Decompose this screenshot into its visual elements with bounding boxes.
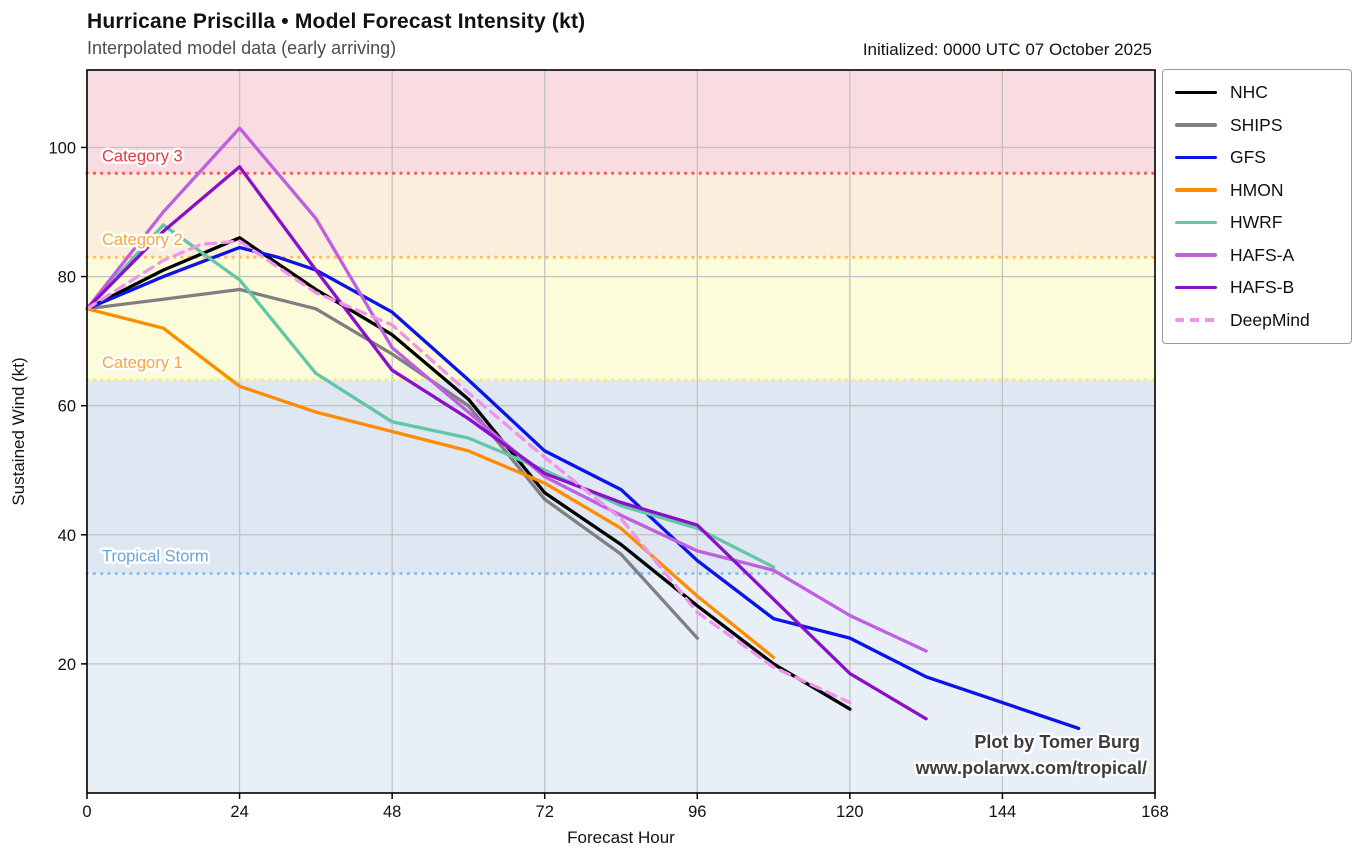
- axes: 0 24 48 72 96 120 144 168 20 40 60 80 100 Forecast Ho…: [9, 69, 1169, 847]
- category-1-band: [87, 257, 1155, 380]
- series-line-HMON: [85, 307, 776, 660]
- x-tick-label: 144: [989, 803, 1017, 821]
- y-tick-label: 60: [58, 398, 76, 416]
- category-threshold-lines: [85, 171, 1157, 576]
- legend-swatch: [1175, 188, 1217, 192]
- legend-label: SHIPS: [1230, 114, 1283, 135]
- plot-border: [86, 69, 1156, 794]
- x-tick-label: 24: [230, 803, 248, 821]
- x-tick-label: 168: [1141, 803, 1169, 821]
- series-line-SHIPS: [85, 287, 699, 640]
- category-label: Tropical Storm: [102, 548, 209, 566]
- legend-swatch: [1175, 318, 1217, 322]
- category-label: Category 2: [102, 231, 183, 249]
- legend-item-HAFS-B: HAFS-B: [1175, 277, 1337, 298]
- legend-swatch: [1175, 220, 1217, 225]
- legend-swatch: [1175, 123, 1217, 127]
- category-bands: [87, 70, 1155, 793]
- gridlines: [86, 70, 1156, 793]
- series-line-HWRF: [85, 223, 776, 569]
- category-2-band: [87, 173, 1155, 258]
- tropical-storm-band: [87, 379, 1155, 574]
- legend-item-HWRF: HWRF: [1175, 212, 1337, 233]
- model-series-lines: [85, 126, 1081, 731]
- legend-label: HWRF: [1230, 212, 1283, 232]
- page-subtitle: Interpolated model data (early arriving): [87, 38, 397, 58]
- legend-label: HMON: [1230, 179, 1284, 200]
- initialized-timestamp: Initialized: 0000 UTC 07 October 2025: [862, 40, 1152, 59]
- legend-swatch: [1175, 90, 1217, 95]
- series-line-NHC: [85, 236, 852, 711]
- legend-swatch: [1175, 253, 1217, 257]
- y-tick-label: 100: [48, 139, 76, 157]
- y-axis-title: Sustained Wind (kt): [9, 357, 28, 505]
- legend-item-GFS: GFS: [1175, 147, 1337, 168]
- category-label: Category 1: [102, 354, 183, 372]
- x-tick-label: 72: [536, 803, 554, 821]
- category-labels: Category 3 Category 2 Category 1 Tropical S…: [100, 145, 212, 568]
- below-ts-band: [87, 573, 1155, 793]
- credit-text: Plot by Tomer Burg: [974, 732, 1140, 752]
- legend-item-HAFS-A: HAFS-A: [1175, 245, 1337, 266]
- x-tick-label: 120: [836, 803, 864, 821]
- legend-item-SHIPS: SHIPS: [1175, 115, 1337, 136]
- y-tick-label: 40: [58, 527, 76, 545]
- legend-item-DeepMind: DeepMind: [1175, 310, 1337, 331]
- x-tick-label: 96: [688, 803, 706, 821]
- legend-item-NHC: NHC: [1175, 82, 1337, 103]
- legend-swatch: [1175, 285, 1217, 290]
- legend-label: GFS: [1230, 147, 1266, 167]
- category-3-band: [87, 70, 1155, 174]
- series-line-DeepMind: [85, 239, 852, 705]
- legend-swatch: [1175, 155, 1217, 160]
- legend: NHC SHIPS GFS HMON HWRF HAFS-A HAFS-B DeepMind: [1162, 69, 1352, 344]
- legend-label: HAFS-B: [1230, 277, 1295, 297]
- legend-item-HMON: HMON: [1175, 180, 1337, 201]
- y-tick-label: 20: [58, 656, 76, 674]
- legend-label: HAFS-A: [1230, 244, 1295, 265]
- legend-label: NHC: [1230, 82, 1268, 102]
- credit-url: www.polarwx.com/tropical/: [915, 758, 1147, 778]
- legend-label: DeepMind: [1230, 309, 1310, 330]
- series-line-HAFS-B: [85, 165, 928, 721]
- page-title: Hurricane Priscilla • Model Forecast Int…: [87, 10, 586, 33]
- category-label: Category 3: [102, 147, 183, 165]
- x-tick-label: 48: [383, 803, 401, 821]
- x-tick-label: 0: [82, 803, 91, 821]
- x-axis-title: Forecast Hour: [567, 828, 675, 847]
- y-tick-label: 80: [58, 269, 76, 287]
